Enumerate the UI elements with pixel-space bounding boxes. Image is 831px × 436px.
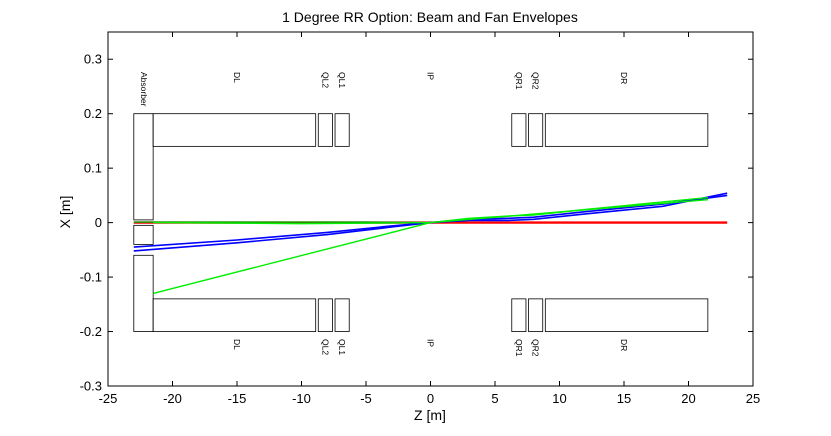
x-tick-label: -5 — [360, 391, 372, 406]
x-tick-label: -20 — [163, 391, 182, 406]
ip-label-bottom: IP — [426, 339, 436, 347]
y-tick-label: 0.2 — [84, 106, 102, 121]
x-tick-label: 15 — [617, 391, 631, 406]
qr2-label-bottom: QR2 — [531, 339, 541, 357]
series-line-2 — [133, 194, 728, 248]
x-axis-label: Z [m] — [414, 407, 446, 423]
ql1-label-top: QL1 — [337, 72, 347, 88]
series-line-6 — [153, 221, 431, 225]
axis-ticks: -25 -20 -15 -10 -5 0 5 10 15 20 25 -0.3 -0.2 -0.1 0 0.1… — [80, 32, 760, 406]
absorber-box-1 — [133, 254, 154, 332]
chart-title: 1 Degree RR Option: Beam and Fan Envelop… — [282, 9, 578, 25]
absorber-label-top: Absorber — [139, 72, 149, 107]
series-line-5 — [430, 196, 708, 224]
dl-label-top: DL — [232, 72, 242, 83]
ql2-box-1 — [317, 298, 333, 332]
qr1-label-bottom: QR1 — [514, 339, 524, 357]
qr2-box-0 — [528, 113, 544, 147]
x-tick-label: 10 — [552, 391, 566, 406]
data-series — [133, 192, 728, 295]
ql1-label-bottom: QL1 — [337, 339, 347, 355]
x-tick-label: 5 — [491, 391, 498, 406]
y-axis-label: X [m] — [57, 196, 73, 229]
qr1-label-top: QR1 — [514, 72, 524, 90]
series-line-4 — [153, 199, 708, 295]
plot-frame — [107, 31, 754, 387]
series-line-3 — [133, 192, 728, 252]
dr-label-top: DR — [619, 72, 629, 84]
dl-box-0 — [152, 113, 317, 147]
ql2-label-top: QL2 — [320, 72, 330, 88]
x-tick-label: 20 — [681, 391, 695, 406]
x-tick-label: 0 — [427, 391, 434, 406]
qr2-label-top: QR2 — [531, 72, 541, 90]
y-tick-label: -0.3 — [80, 379, 102, 394]
x-tick-label: -10 — [292, 391, 311, 406]
y-tick-label: 0 — [95, 215, 102, 230]
ql1-box-1 — [334, 298, 350, 332]
qr2-box-1 — [528, 298, 544, 332]
dl-label-bottom: DL — [232, 339, 242, 350]
dr-box-0 — [544, 113, 709, 147]
y-tick-label: -0.1 — [80, 270, 102, 285]
beamline-elements: Absorber DL DL QL2 QL2 QL1 QL1 IP IP QR1 QR1 QR2 QR2… — [133, 72, 709, 357]
y-tick-label: 0.3 — [84, 52, 102, 67]
absorber-box-0 — [133, 113, 154, 221]
dr-box-1 — [544, 298, 709, 332]
y-tick-label: 0.1 — [84, 161, 102, 176]
x-tick-label: -25 — [99, 391, 118, 406]
ql1-box-0 — [334, 113, 350, 147]
ql2-label-bottom: QL2 — [320, 339, 330, 355]
dl-box-1 — [152, 298, 317, 332]
y-tick-label: -0.2 — [80, 324, 102, 339]
x-tick-label: -15 — [228, 391, 247, 406]
x-tick-label: 25 — [746, 391, 760, 406]
qr1-box-0 — [511, 113, 527, 147]
ip-label-top: IP — [426, 72, 436, 80]
ql2-box-0 — [317, 113, 333, 147]
absorber-box-2 — [133, 224, 154, 245]
qr1-box-1 — [511, 298, 527, 332]
dr-label-bottom: DR — [619, 339, 629, 351]
